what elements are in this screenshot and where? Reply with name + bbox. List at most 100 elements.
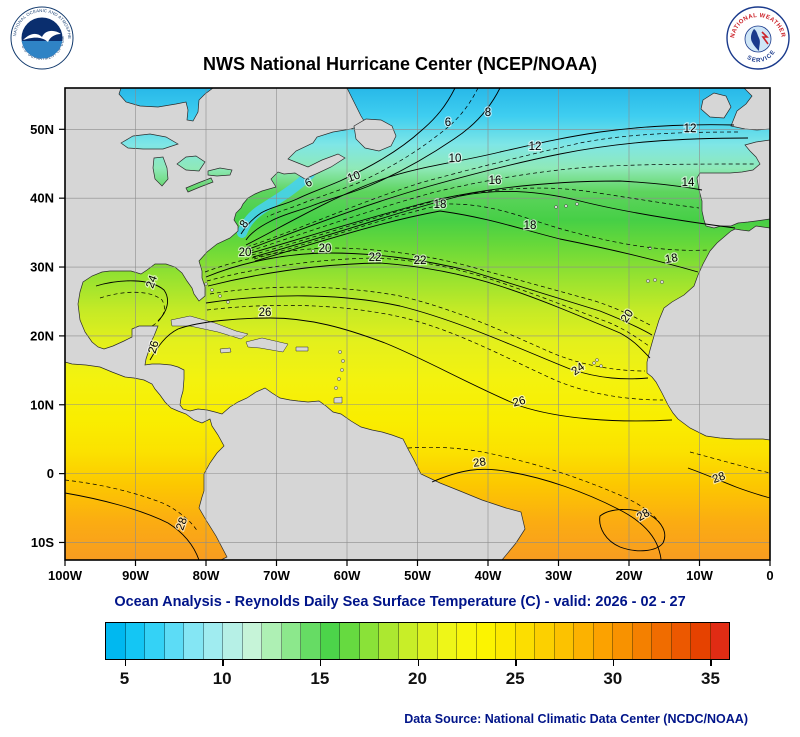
lon-axis-label: 40W xyxy=(475,568,502,583)
lon-axis-label: 50W xyxy=(404,568,431,583)
colorbar-segment xyxy=(476,623,496,659)
contour-label: 18 xyxy=(664,252,679,266)
colorbar-tick xyxy=(124,660,127,666)
colorbar-tick xyxy=(612,660,615,666)
contour-label: 26 xyxy=(147,339,162,354)
sst-contour-dashed xyxy=(249,163,757,252)
colorbar-tick-label: 5 xyxy=(119,669,130,688)
colorbar-tick-label: 25 xyxy=(505,669,525,688)
colorbar-segment xyxy=(457,623,477,659)
sst-contour-10 xyxy=(245,124,735,246)
colorbar-segment xyxy=(106,623,126,659)
contour-label: 8 xyxy=(485,107,491,119)
sst-contour-8 xyxy=(245,88,501,241)
sst-contours-dashed xyxy=(65,88,770,533)
nws-lightning-icon xyxy=(761,31,769,45)
colorbar-segment xyxy=(184,623,204,659)
colorbar-tick-label: 30 xyxy=(603,669,623,688)
colorbar-segment xyxy=(340,623,360,659)
colorbar: 5 10 15 20 25 30 35 xyxy=(105,622,730,692)
colorbar-segment xyxy=(515,623,535,659)
land-newfoundland xyxy=(353,118,397,152)
colorbar-tick xyxy=(319,660,322,666)
colorbar-segment xyxy=(437,623,457,659)
lat-axis-label: 50N xyxy=(30,122,54,137)
sst-contour-24 xyxy=(205,295,649,380)
sst-contour-dashed xyxy=(204,247,653,327)
sst-contour-28-eddy xyxy=(599,509,666,552)
noaa-logo: NATIONAL OCEANIC AND ATMOSPHERIC ADMINIS… xyxy=(10,6,74,70)
colorbar-segment xyxy=(145,623,165,659)
map-frame xyxy=(64,87,771,561)
contour-label: 6 xyxy=(445,117,451,129)
lon-axis-label: 0 xyxy=(766,568,773,583)
island-hispaniola xyxy=(245,337,289,353)
noaa-gull-icon xyxy=(23,30,61,42)
contour-label: 20 xyxy=(239,247,252,259)
colorbar-segment xyxy=(671,623,691,659)
colorbar-segment xyxy=(320,623,340,659)
colorbar-tick-label: 35 xyxy=(701,669,720,688)
lat-axis-label: 0 xyxy=(47,466,54,481)
sst-contour-dashed xyxy=(266,88,479,218)
sst-contour-dashed xyxy=(206,257,650,347)
colorbar-segment xyxy=(262,623,282,659)
contour-label: 12 xyxy=(529,141,542,153)
lat-axis-label: 30N xyxy=(30,260,54,275)
contour-label: 16 xyxy=(489,175,502,187)
lat-axis-label: 10S xyxy=(31,535,54,550)
sst-contour-dashed xyxy=(253,203,709,260)
sst-contour-28-pacific xyxy=(65,492,200,560)
sst-contours-solid xyxy=(65,88,770,560)
sst-contour-18 xyxy=(254,210,699,273)
lat-axis-label: 20N xyxy=(30,328,54,343)
colorbar-scale xyxy=(105,622,730,660)
colorbar-segment xyxy=(632,623,652,659)
land-britain xyxy=(730,88,770,131)
lon-axis-label: 60W xyxy=(334,568,361,583)
lon-axis-label: 100W xyxy=(48,568,83,583)
axes: 100W 90W 80W 70W 60W 50W 40W 30W 20W 10W 0 50N 40N 30… xyxy=(30,122,773,583)
sst-contour-26 xyxy=(149,317,673,422)
contour-label: 18 xyxy=(524,220,537,232)
colorbar-segment xyxy=(593,623,613,659)
sst-contour-6 xyxy=(240,88,456,235)
contour-label: 12 xyxy=(684,123,697,135)
sst-contour-dashed xyxy=(99,291,165,327)
contour-label: 14 xyxy=(682,177,695,189)
sst-contour-14 xyxy=(250,180,703,254)
colorbar-segment xyxy=(554,623,574,659)
colorbar-segment xyxy=(613,623,633,659)
page-title: NWS National Hurricane Center (NCEP/NOAA… xyxy=(202,54,598,74)
contour-label: 22 xyxy=(369,252,382,264)
lon-axis-label: 10W xyxy=(686,568,713,583)
colorbar-segment xyxy=(496,623,516,659)
lon-axis-label: 80W xyxy=(193,568,220,583)
colorbar-tick-label: 20 xyxy=(408,669,427,688)
colorbar-tick xyxy=(222,660,224,666)
colorbar-tick xyxy=(515,660,517,666)
lon-axis-label: 70W xyxy=(263,568,290,583)
colorbar-tick-label: 10 xyxy=(212,669,232,688)
sst-contour-24-gulf xyxy=(95,280,168,322)
cold-shelf-water xyxy=(237,169,315,238)
sst-contour-dashed xyxy=(206,304,664,401)
sst-contour-dashed xyxy=(407,446,662,526)
contour-label: 24 xyxy=(144,273,160,290)
sst-contour-22 xyxy=(207,262,651,359)
sst-contour-28-atlantic xyxy=(431,468,662,560)
sst-contour-dashed xyxy=(209,286,646,372)
sst-contour-dashed xyxy=(65,479,199,533)
sst-contour-dashed xyxy=(246,131,741,248)
island-trinidad xyxy=(333,396,343,404)
colorbar-segment xyxy=(379,623,399,659)
colorbar-segment xyxy=(301,623,321,659)
land-iberia-france xyxy=(696,139,770,229)
contour-label: 10 xyxy=(346,169,362,185)
contour-label: 10 xyxy=(449,153,462,165)
island-cuba xyxy=(170,315,249,340)
sst-contour-16 xyxy=(252,190,736,258)
contour-label: 18 xyxy=(434,199,447,211)
lon-axis-label: 20W xyxy=(616,568,643,583)
